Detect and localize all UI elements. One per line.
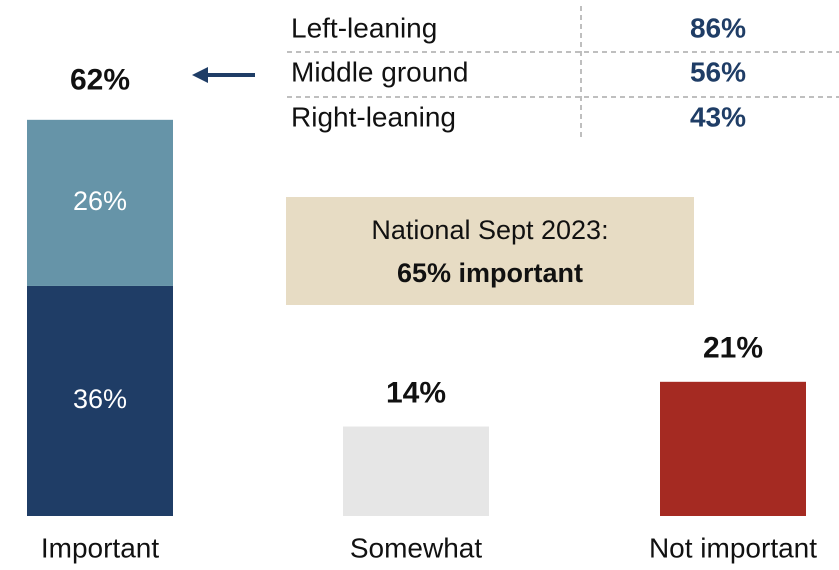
callout-box: [286, 197, 694, 305]
x-tick-label: Somewhat: [350, 532, 483, 563]
bar-segment: [343, 426, 489, 516]
bar-segment: [27, 119, 173, 286]
value-label: 14%: [386, 376, 446, 409]
row-value: 56%: [690, 56, 746, 87]
bar-segment: [27, 285, 173, 516]
x-tick-label: Important: [41, 532, 159, 563]
arrow-head: [192, 67, 208, 83]
row-label: Left-leaning: [291, 12, 437, 43]
total-label: 62%: [70, 64, 130, 97]
callout-text: National Sept 2023:: [371, 215, 608, 245]
value-label: 36%: [73, 384, 127, 414]
bar-segment: [660, 381, 806, 516]
row-label: Right-leaning: [291, 101, 456, 132]
row-label: Middle ground: [291, 56, 468, 87]
row-value: 86%: [690, 12, 746, 43]
callout-text: 65% important: [397, 258, 583, 288]
value-label: 21%: [703, 332, 763, 365]
row-value: 43%: [690, 101, 746, 132]
x-tick-label: Not important: [649, 532, 817, 563]
value-label: 26%: [73, 186, 127, 216]
